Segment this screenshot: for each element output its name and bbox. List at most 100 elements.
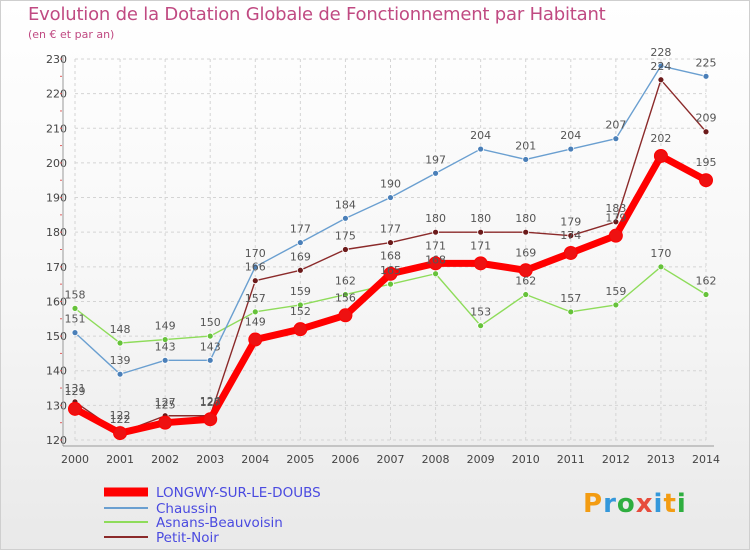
data-label-3: 180 xyxy=(425,212,446,225)
data-label-2: 168 xyxy=(425,254,446,267)
data-label-0: 168 xyxy=(380,250,401,263)
series-point-0 xyxy=(248,332,263,347)
data-label-2: 149 xyxy=(155,320,176,333)
y-tick-label: 210 xyxy=(46,122,67,135)
proxiti-logo-letter: r xyxy=(603,489,617,519)
chart-subtitle: (en € et par an) xyxy=(28,28,115,41)
series-point-3 xyxy=(657,76,665,84)
series-point-1 xyxy=(71,329,79,337)
series-point-1 xyxy=(702,72,710,80)
data-label-0: 125 xyxy=(155,399,176,412)
series-point-2 xyxy=(387,280,394,288)
series-point-2 xyxy=(702,291,710,298)
series-point-1 xyxy=(387,194,394,201)
series-point-0 xyxy=(653,148,668,163)
series-point-3 xyxy=(296,266,304,274)
series-point-0 xyxy=(699,173,713,188)
data-label-1: 190 xyxy=(380,178,401,191)
x-tick-label: 2001 xyxy=(106,453,134,466)
data-label-2: 157 xyxy=(245,292,266,305)
data-label-3: 183 xyxy=(605,202,626,215)
legend-label-2: Asnans-Beauvoisin xyxy=(156,515,283,531)
axes: 120 130 140 150 160 170 180 190 200 210 220 230 2000… xyxy=(46,53,720,466)
series-point-0 xyxy=(473,256,488,271)
series-point-0 xyxy=(608,228,623,243)
x-tick-label: 2009 xyxy=(467,453,495,466)
y-tick-label: 180 xyxy=(46,226,67,239)
series-point-0 xyxy=(158,415,173,430)
series-point-1 xyxy=(477,145,485,153)
data-label-2: 159 xyxy=(290,285,311,298)
data-label-1: 201 xyxy=(515,139,536,152)
series-point-1 xyxy=(522,156,530,163)
series-point-3 xyxy=(612,218,620,226)
data-label-3: 127 xyxy=(200,396,221,409)
data-label-0: 122 xyxy=(110,409,131,422)
proxiti-logo-letter: t xyxy=(663,489,677,519)
data-label-2: 162 xyxy=(515,275,536,288)
data-label-1: 170 xyxy=(245,247,266,260)
series-point-1 xyxy=(657,62,665,70)
series-point-3 xyxy=(522,228,530,236)
series-point-0 xyxy=(293,322,308,337)
series-point-3 xyxy=(342,246,349,253)
series-point-2 xyxy=(522,291,530,298)
x-tick-label: 2004 xyxy=(241,453,269,466)
series-point-3 xyxy=(477,228,485,236)
chart-title: Evolution de la Dotation Globale de Fonc… xyxy=(28,4,606,25)
series-point-0 xyxy=(203,412,218,427)
data-label-0: 171 xyxy=(470,239,491,252)
series-point-3 xyxy=(251,277,259,285)
series-point-0 xyxy=(518,263,533,278)
data-label-2: 162 xyxy=(335,275,356,288)
y-tick-label: 170 xyxy=(46,261,67,274)
data-label-1: 228 xyxy=(650,46,671,59)
data-label-3: 175 xyxy=(335,230,356,243)
y-tick-label: 190 xyxy=(46,192,67,205)
y-tick-label: 140 xyxy=(46,365,67,378)
x-tick-label: 2000 xyxy=(61,453,89,466)
data-label-2: 153 xyxy=(470,306,491,319)
data-label-0: 126 xyxy=(200,395,221,408)
data-label-1: 151 xyxy=(65,313,86,326)
data-label-1: 197 xyxy=(425,153,446,166)
data-label-1: 204 xyxy=(560,129,581,142)
data-label-0: 195 xyxy=(696,156,717,169)
series-point-2 xyxy=(161,336,169,343)
series-point-2 xyxy=(296,301,304,309)
y-tick-label: 200 xyxy=(46,157,67,170)
data-label-3: 180 xyxy=(470,212,491,225)
proxiti-logo-letter: x xyxy=(635,489,654,519)
series-point-3 xyxy=(702,128,710,136)
legend-label-0: LONGWY-SUR-LE-DOUBS xyxy=(156,485,321,501)
x-tick-label: 2008 xyxy=(422,453,450,466)
data-label-2: 162 xyxy=(696,275,717,288)
data-label-1: 143 xyxy=(155,340,176,353)
series-point-3 xyxy=(567,232,575,240)
series-point-0 xyxy=(113,426,128,441)
x-tick-label: 2011 xyxy=(557,453,585,466)
series-point-2 xyxy=(477,322,485,330)
data-label-3: 131 xyxy=(65,382,86,395)
data-label-3: 180 xyxy=(515,212,536,225)
legend-label-1: Chaussin xyxy=(156,501,217,517)
data-label-3: 224 xyxy=(650,60,671,73)
series-point-0 xyxy=(428,256,443,271)
series-point-1 xyxy=(116,370,124,378)
data-label-1: 143 xyxy=(200,340,221,353)
x-tick-label: 2013 xyxy=(647,453,675,466)
data-label-1: 177 xyxy=(290,223,311,236)
data-label-3: 166 xyxy=(245,261,266,274)
series-point-2 xyxy=(612,301,620,309)
data-label-0: 156 xyxy=(335,291,356,304)
data-label-2: 157 xyxy=(560,292,581,305)
data-label-0: 129 xyxy=(65,385,86,398)
x-tick-label: 2002 xyxy=(151,453,179,466)
series-point-0 xyxy=(68,401,82,416)
legend-label-3: Petit-Noir xyxy=(156,530,219,546)
y-tick-label: 120 xyxy=(46,434,67,447)
proxiti-logo-letter: i xyxy=(653,489,664,519)
series-point-3 xyxy=(387,239,394,246)
legend: LONGWY-SUR-LE-DOUBSChaussinAsnans-Beauvo… xyxy=(104,485,321,546)
